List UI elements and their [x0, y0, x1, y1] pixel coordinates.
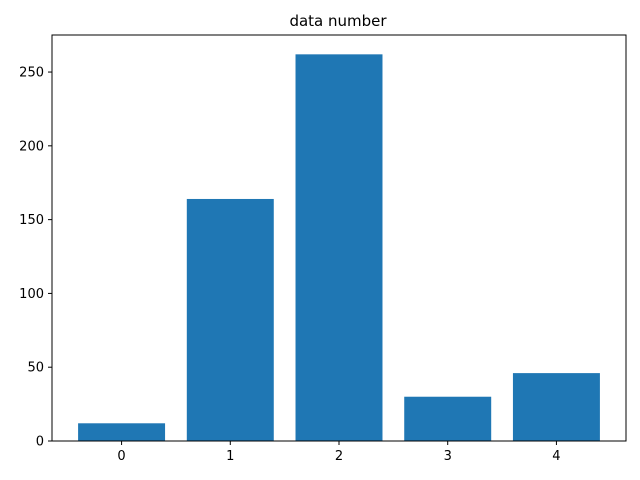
y-tick-label: 250: [19, 66, 44, 81]
bar-4: [512, 373, 600, 441]
x-tick-label: 1: [226, 449, 234, 464]
bar-3: [404, 396, 492, 441]
y-tick-label: 0: [36, 435, 44, 450]
y-tick-label: 150: [19, 213, 44, 228]
x-tick-label: 0: [117, 449, 125, 464]
x-tick-label: 2: [335, 449, 343, 464]
bar-1: [186, 198, 274, 441]
y-tick-label: 50: [27, 361, 44, 376]
y-tick-label: 200: [19, 139, 44, 154]
plot-area: 0 1 2 3 4 0 50 100 150 200 250: [19, 34, 627, 464]
bar-0: [78, 423, 166, 441]
x-tick-label: 3: [444, 449, 452, 464]
y-tick-label: 100: [19, 287, 44, 302]
chart-title: data number: [289, 12, 387, 30]
bar-2: [295, 54, 383, 441]
x-tick-label: 4: [552, 449, 560, 464]
